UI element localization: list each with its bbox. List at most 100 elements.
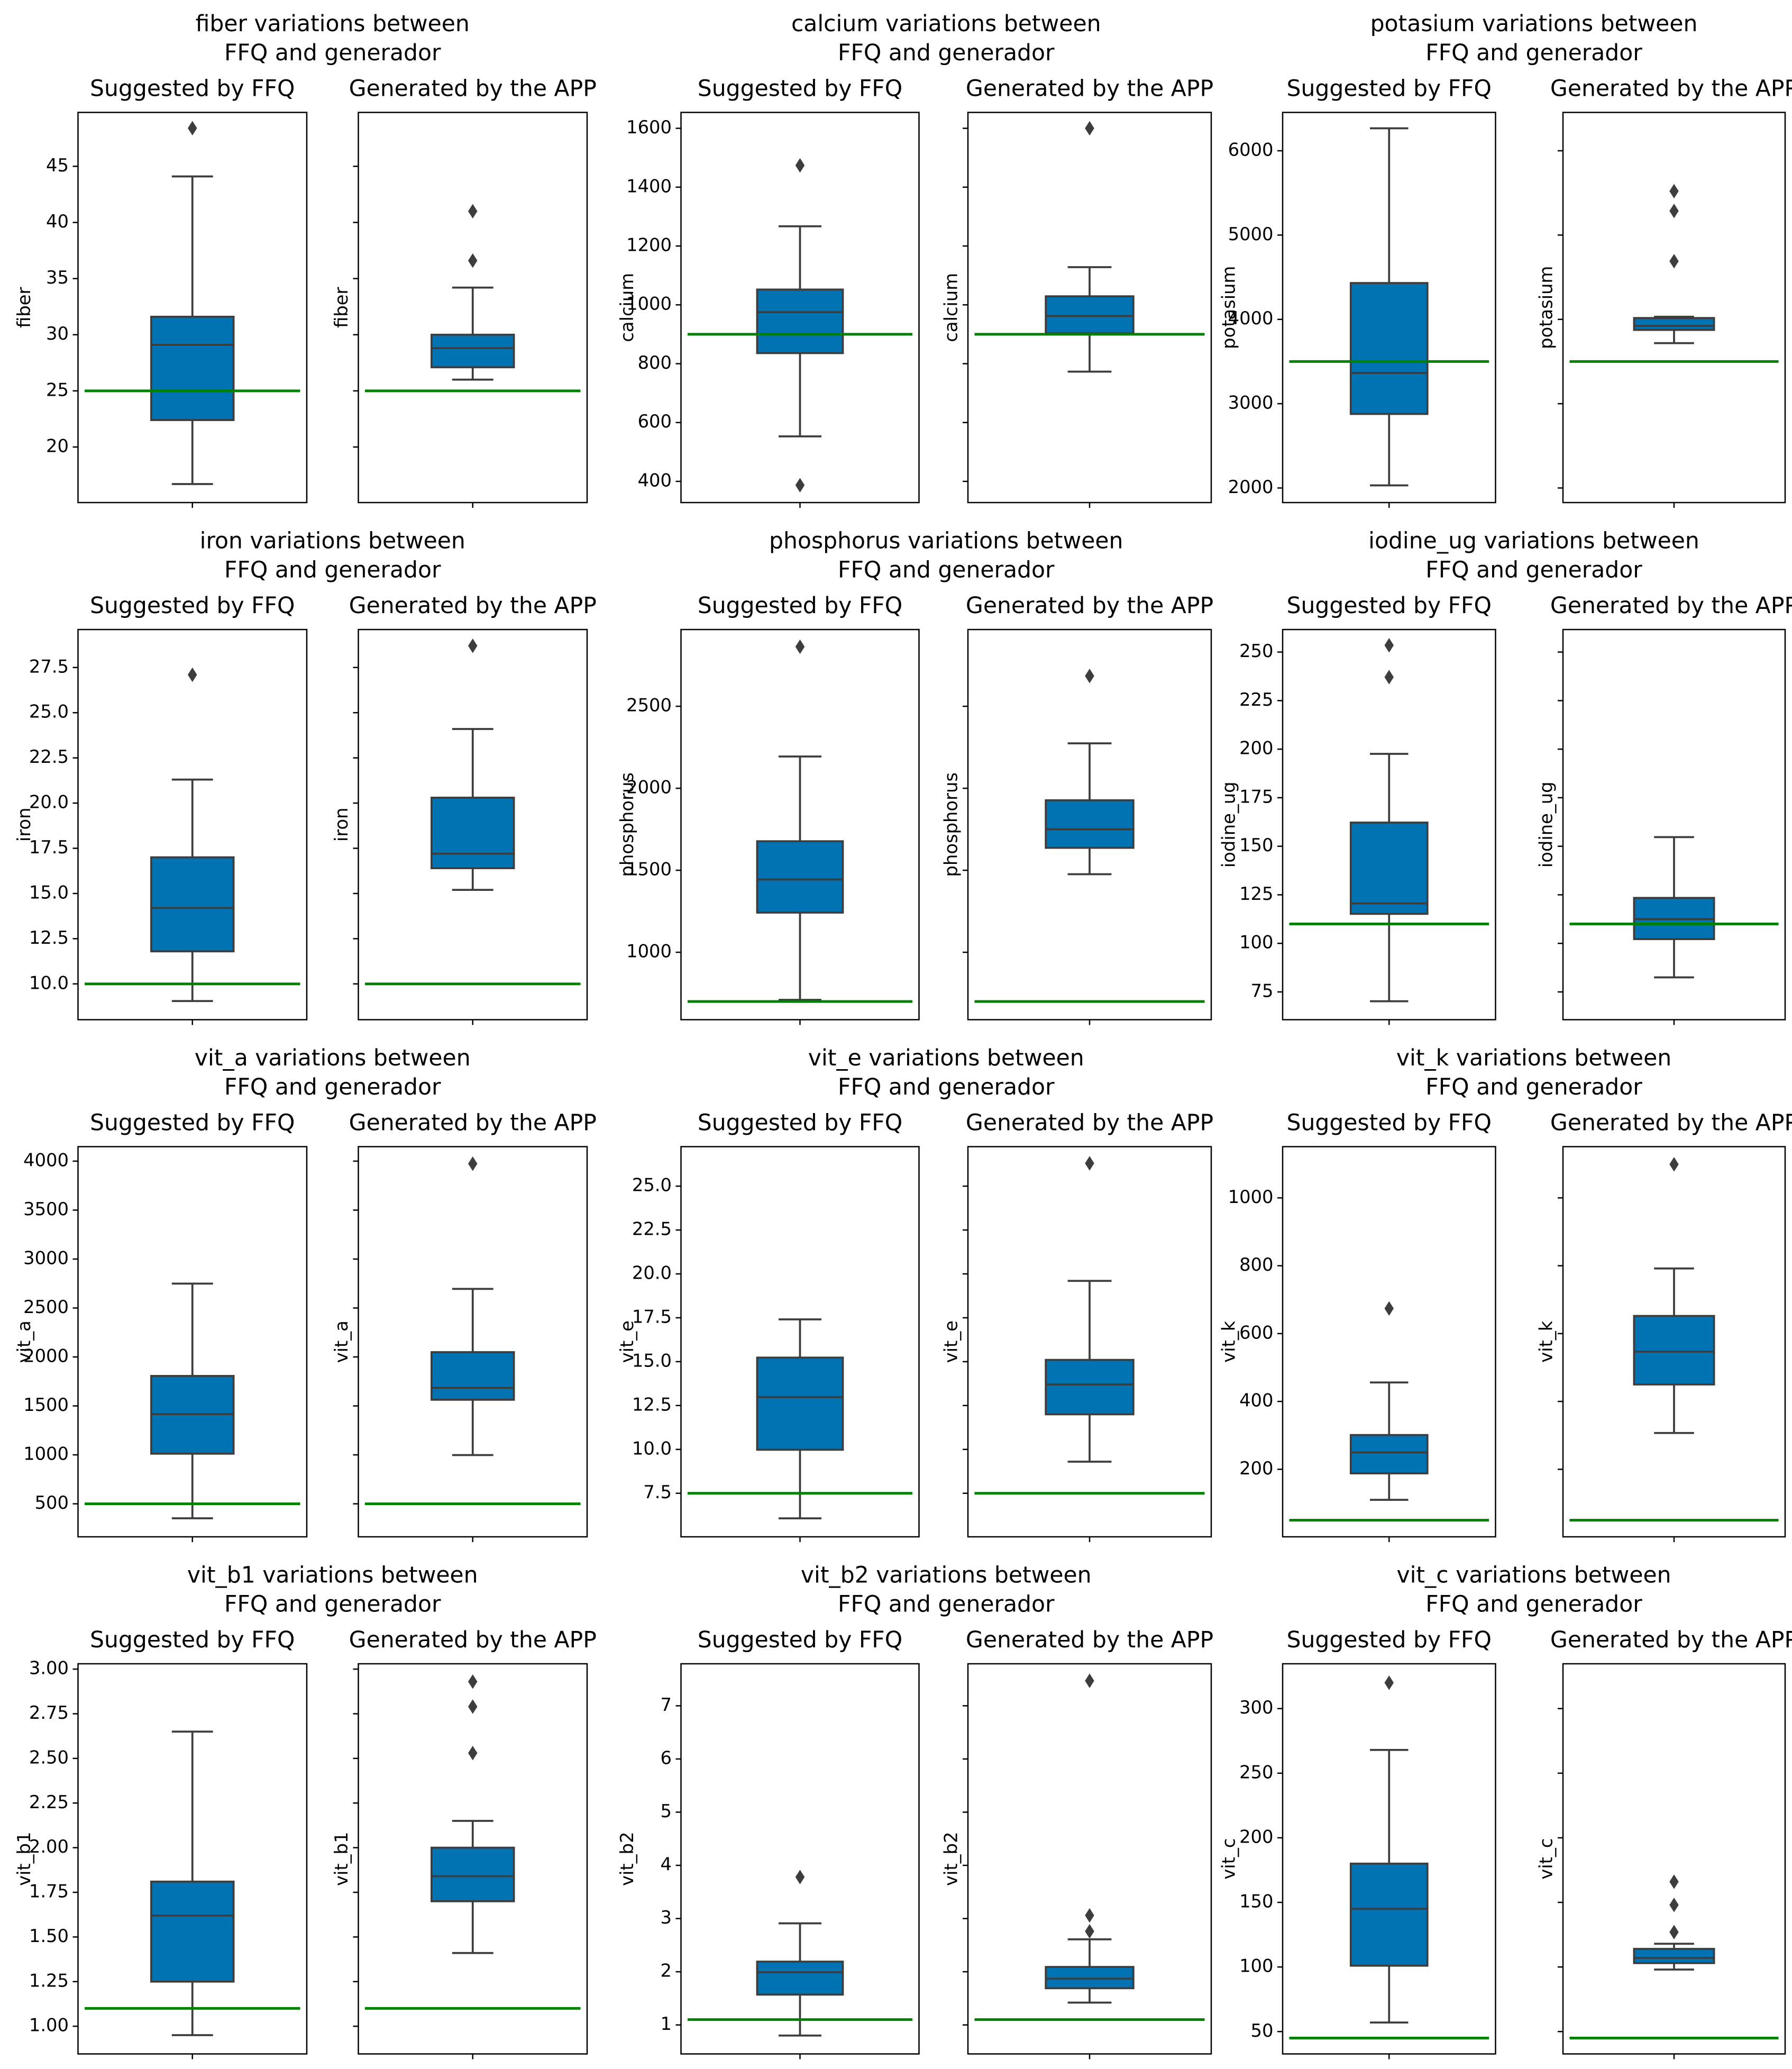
y-tick-label: 25 [46, 379, 69, 400]
y-tick-label: 200 [1239, 738, 1273, 759]
box [1045, 799, 1135, 849]
axes-frame [1562, 112, 1786, 504]
y-tick-label: 1500 [23, 1394, 69, 1415]
subplot-title: Generated by the APP [349, 593, 597, 619]
y-axis-label: vit_a [331, 1320, 352, 1363]
axes-frame [680, 628, 920, 1020]
flier [795, 1870, 805, 1884]
flier [1669, 1898, 1679, 1912]
y-tick-label: 100 [1239, 932, 1273, 953]
panel-title: vit_k variations between [1396, 1045, 1671, 1071]
panel-title: FFQ and generador [838, 40, 1055, 66]
panel-title: FFQ and generador [1425, 1592, 1642, 1618]
panel-title: vit_c variations between [1396, 1563, 1671, 1589]
y-tick-label: 1600 [626, 117, 672, 138]
box [431, 1846, 515, 1902]
y-tick-label: 5 [661, 1801, 672, 1821]
axes-frame [1562, 1146, 1786, 1538]
y-tick-label: 2000 [23, 1346, 69, 1366]
subplot-title: Generated by the APP [1550, 593, 1792, 619]
y-axis-label: vit_e [617, 1320, 637, 1363]
y-tick-label: 175 [1239, 786, 1273, 807]
panel-title: FFQ and generador [838, 1592, 1055, 1618]
panel-title: FFQ and generador [224, 40, 441, 66]
y-tick-label: 12.5 [632, 1394, 672, 1415]
y-tick-label: 30 [46, 323, 69, 344]
y-tick-label: 2500 [23, 1297, 69, 1317]
axes-frame [358, 1663, 588, 2055]
subplot-title: Suggested by FFQ [698, 76, 902, 102]
y-tick-label: 4000 [23, 1150, 69, 1170]
box [1349, 282, 1429, 415]
y-tick-label: 200 [1239, 1826, 1273, 1847]
y-tick-label: 15.0 [632, 1350, 672, 1371]
box [1633, 1948, 1715, 1964]
axes-frame [1562, 1663, 1786, 2055]
flier [1669, 184, 1679, 199]
y-tick-label: 7 [661, 1694, 672, 1715]
subplot-title: Generated by the APP [1550, 1110, 1792, 1136]
box [431, 333, 515, 369]
y-axis-label: iodine_ug [1536, 781, 1557, 868]
flier [468, 639, 478, 653]
flier [1085, 1673, 1094, 1688]
panel-title: calcium variations between [791, 11, 1101, 37]
y-tick-label: 500 [35, 1492, 69, 1513]
subplot-title: Suggested by FFQ [698, 1110, 902, 1136]
box [431, 796, 515, 869]
axes-frame [1282, 1146, 1496, 1538]
axes-frame [967, 1146, 1212, 1538]
y-tick-label: 1000 [1228, 1187, 1274, 1207]
y-tick-label: 7.5 [643, 1482, 672, 1502]
y-tick-label: 22.5 [29, 746, 69, 767]
y-tick-label: 600 [638, 411, 672, 432]
y-axis-label: phosphorus [941, 772, 962, 877]
y-tick-label: 300 [1239, 1697, 1273, 1718]
subplot-title: Suggested by FFQ [90, 76, 295, 102]
box [756, 840, 844, 914]
y-tick-label: 225 [1239, 689, 1273, 710]
panel-title: phosphorus variations between [769, 528, 1123, 554]
y-axis-label: vit_b1 [14, 1832, 34, 1886]
y-tick-label: 150 [1239, 835, 1273, 855]
y-axis-label: vit_k [1219, 1320, 1239, 1362]
panel-title: vit_b2 variations between [801, 1563, 1092, 1589]
y-axis-label: calcium [941, 273, 962, 342]
y-axis-label: vit_c [1536, 1838, 1557, 1880]
box [431, 1351, 515, 1401]
y-tick-label: 1.75 [29, 1881, 69, 1902]
box [756, 1961, 844, 1996]
subplot-title: Generated by the APP [349, 1627, 597, 1653]
y-tick-label: 1.00 [29, 2015, 69, 2036]
flier [1085, 121, 1094, 136]
flier [468, 1674, 478, 1689]
y-axis-label: vit_b2 [617, 1832, 637, 1886]
axes-frame [358, 1146, 588, 1538]
subplot-title: Suggested by FFQ [90, 593, 295, 619]
y-tick-label: 3 [661, 1907, 672, 1928]
y-tick-label: 2000 [626, 777, 672, 798]
y-tick-label: 3000 [23, 1247, 69, 1268]
y-axis-label: vit_b2 [941, 1832, 962, 1886]
y-tick-label: 400 [1239, 1390, 1273, 1411]
subplot-title: Generated by the APP [349, 76, 597, 102]
y-tick-label: 1.25 [29, 1970, 69, 1991]
y-tick-label: 800 [638, 352, 672, 373]
y-tick-label: 1.50 [29, 1926, 69, 1946]
subplot-title: Generated by the APP [966, 76, 1213, 102]
y-tick-label: 2 [661, 1961, 672, 1981]
y-tick-label: 100 [1239, 1956, 1273, 1976]
y-tick-label: 17.5 [632, 1306, 672, 1327]
y-tick-label: 3000 [1228, 393, 1274, 413]
y-tick-label: 25.0 [29, 701, 69, 722]
y-tick-label: 1200 [626, 235, 672, 256]
flier [1384, 637, 1394, 653]
flier [188, 667, 197, 682]
axes-frame [77, 628, 308, 1020]
y-tick-label: 1500 [626, 859, 672, 880]
flier [1384, 1675, 1394, 1690]
panel-title: FFQ and generador [838, 1074, 1055, 1100]
flier [1085, 668, 1094, 683]
